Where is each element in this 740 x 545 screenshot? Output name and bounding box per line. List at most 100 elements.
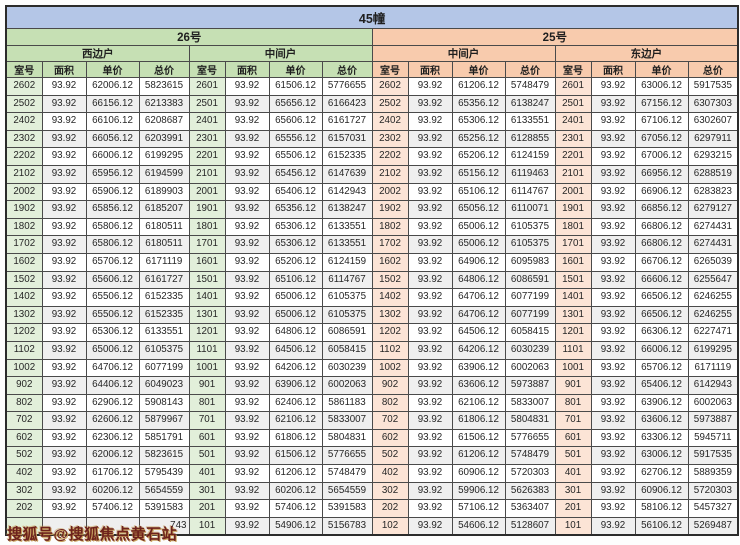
table-row: 2002 93.92 65906.12 6189903 2001 93.92 65406.1… [5, 182, 739, 202]
data-cell [41, 516, 87, 536]
data-cell: 65056.12 [451, 200, 506, 219]
data-cell: 5908143 [138, 393, 190, 413]
room-number-cell: 201 [188, 499, 226, 518]
data-cell: 6293215 [687, 147, 739, 166]
room-number-cell: 301 [188, 481, 226, 501]
data-cell: 6119463 [504, 164, 556, 184]
data-cell: 6030239 [504, 340, 556, 360]
data-cell: 93.92 [407, 393, 453, 413]
data-cell: 93.92 [224, 305, 270, 325]
data-cell: 6203991 [138, 129, 190, 149]
column-header: 总价 [321, 61, 373, 78]
data-cell: 93.92 [590, 217, 636, 237]
data-cell: 6138247 [321, 200, 373, 219]
data-cell: 65606.12 [85, 270, 140, 290]
data-cell: 6274431 [687, 217, 739, 237]
data-cell: 64906.12 [451, 252, 506, 272]
data-cell: 6265039 [687, 252, 739, 272]
data-cell: 93.92 [407, 217, 453, 237]
data-cell: 6128855 [504, 129, 556, 149]
data-cell: 57406.12 [268, 499, 323, 518]
data-cell: 93.92 [590, 270, 636, 290]
data-cell: 5917535 [687, 446, 739, 466]
room-number-cell: 902 [371, 376, 409, 395]
data-cell: 6133551 [504, 112, 556, 131]
room-number-cell: 602 [5, 428, 43, 448]
data-cell: 65806.12 [85, 217, 140, 237]
data-cell: 93.92 [407, 516, 453, 536]
data-cell: 66906.12 [634, 182, 689, 202]
room-number-cell: 1001 [188, 358, 226, 378]
data-cell: 62006.12 [85, 446, 140, 466]
data-cell: 93.92 [407, 411, 453, 430]
room-number-cell: 702 [5, 411, 43, 430]
data-cell: 93.92 [41, 481, 87, 501]
data-cell: 93.92 [41, 446, 87, 466]
column-header: 总价 [138, 61, 190, 78]
data-cell: 93.92 [407, 428, 453, 448]
data-cell: 63906.12 [268, 376, 323, 395]
table-row: 1502 93.92 65606.12 6161727 1501 93.92 65106.1… [5, 270, 739, 290]
data-cell: 6077199 [504, 288, 556, 307]
table-title-row: 45幢 [5, 5, 739, 29]
data-cell: 6283823 [687, 182, 739, 202]
column-header: 室号 [5, 61, 43, 78]
table-row: 2502 93.92 66156.12 6213383 2501 93.92 65656.1… [5, 94, 739, 114]
data-cell: 66956.12 [634, 164, 689, 184]
room-number-cell [5, 516, 43, 536]
room-number-cell: 1602 [5, 252, 43, 272]
data-cell: 61206.12 [268, 464, 323, 483]
data-cell: 93.92 [407, 200, 453, 219]
room-number-cell: 2302 [5, 129, 43, 149]
data-cell: 93.92 [590, 94, 636, 114]
room-number-cell: 1902 [371, 200, 409, 219]
data-cell: 93.92 [41, 393, 87, 413]
data-cell: 58106.12 [634, 499, 689, 518]
data-cell: 6114767 [504, 182, 556, 202]
room-number-cell: 401 [188, 464, 226, 483]
table-row: 802 93.92 62906.12 5908143 801 93.92 62406.12 5… [5, 393, 739, 413]
data-cell: 6185207 [138, 200, 190, 219]
data-cell: 65606.12 [268, 112, 323, 131]
data-cell: 5748479 [504, 446, 556, 466]
data-cell: 93.92 [41, 164, 87, 184]
data-cell: 65256.12 [451, 129, 506, 149]
table-row: 402 93.92 61706.12 5795439 401 93.92 61206.12 5… [5, 464, 739, 483]
data-cell: 6105375 [504, 235, 556, 254]
room-number-cell: 1101 [554, 340, 592, 360]
data-cell: 65306.12 [268, 217, 323, 237]
data-cell: 5626383 [504, 481, 556, 501]
data-cell: 93.92 [407, 129, 453, 149]
data-cell: 93.92 [41, 94, 87, 114]
data-cell: 5879967 [138, 411, 190, 430]
data-cell: 6030239 [321, 358, 373, 378]
data-cell: 65006.12 [451, 217, 506, 237]
data-cell: 66706.12 [634, 252, 689, 272]
data-cell: 93.92 [224, 217, 270, 237]
data-cell: 93.92 [590, 129, 636, 149]
data-cell: 65506.12 [268, 147, 323, 166]
room-number-cell: 1801 [554, 217, 592, 237]
room-number-cell: 1901 [554, 200, 592, 219]
data-cell: 65106.12 [451, 182, 506, 202]
data-cell: 66006.12 [634, 340, 689, 360]
data-cell: 65906.12 [85, 182, 140, 202]
room-number-cell: 402 [5, 464, 43, 483]
data-cell: 5654559 [138, 481, 190, 501]
column-header: 单价 [268, 61, 323, 78]
room-number-cell: 701 [554, 411, 592, 430]
data-cell: 65006.12 [268, 305, 323, 325]
building-header-row: 26号 25号 [5, 28, 739, 46]
data-cell [85, 516, 140, 536]
data-cell: 93.92 [407, 305, 453, 325]
data-cell: 93.92 [224, 323, 270, 342]
data-cell: 93.92 [407, 499, 453, 518]
room-number-cell: 502 [5, 446, 43, 466]
room-number-cell: 1602 [371, 252, 409, 272]
data-cell: 61206.12 [451, 77, 506, 96]
table-row: 1402 93.92 65506.12 6152335 1401 93.92 65006.1… [5, 288, 739, 307]
data-cell: 65456.12 [268, 164, 323, 184]
data-cell: 63606.12 [634, 411, 689, 430]
table-row: 1602 93.92 65706.12 6171119 1601 93.92 65206.1… [5, 252, 739, 272]
data-cell: 5391583 [138, 499, 190, 518]
